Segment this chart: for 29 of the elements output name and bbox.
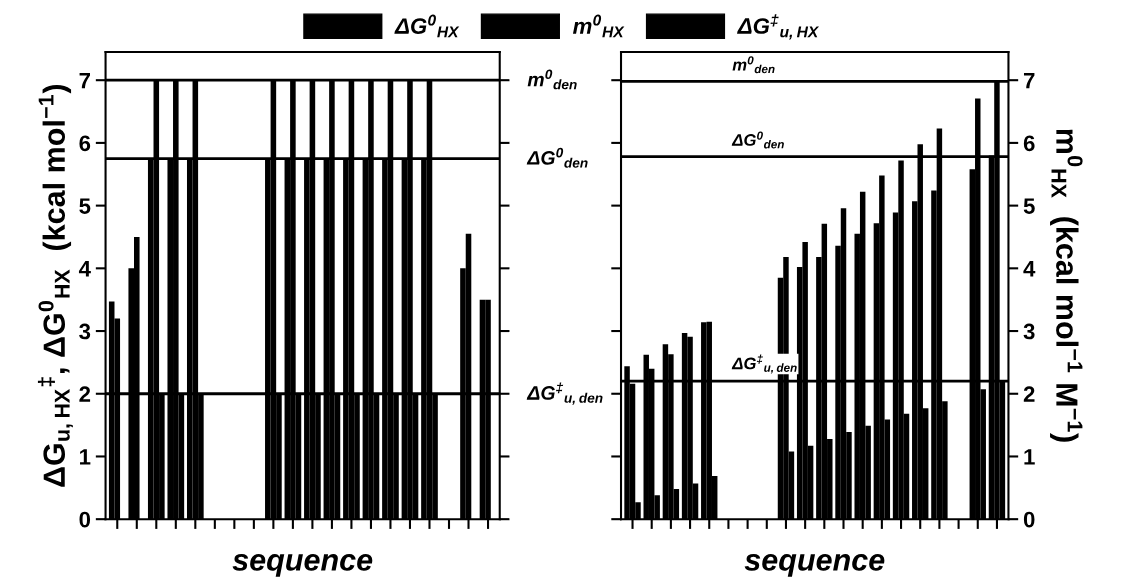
y-tick-label: 2 — [79, 386, 91, 402]
legend-label: ΔG$^{0}$$_{HX}$ — [394, 14, 460, 38]
x-axis-title: sequence — [744, 554, 885, 577]
ref-line-label: ΔG$^{‡}$$_{u,den}$ — [526, 382, 603, 405]
y2-tick-label: 0 — [1023, 511, 1035, 528]
ref-line-label: ΔG$^{‡}$$_{u,den}$ — [731, 354, 797, 374]
y2-tick-label: 7 — [1023, 72, 1035, 89]
ref-line-label: m$^{0}$$_{den}$ — [527, 69, 577, 90]
y-tick-label: 0 — [79, 511, 91, 528]
ref-line-label: ΔG$^{0}$$_{den}$ — [526, 147, 588, 168]
y2-tick-label: 1 — [1024, 449, 1035, 465]
ref-line-label: ΔG$^{0}$$_{den}$ — [731, 131, 784, 149]
y-tick-label: 3 — [79, 323, 91, 340]
y-tick-label: 4 — [78, 261, 91, 277]
y-tick-label: 6 — [79, 135, 91, 152]
y2-tick-label: 5 — [1023, 198, 1035, 214]
y2-tick-label: 4 — [1023, 261, 1036, 277]
y2-axis-title: m$^{0}$$_{HX}$ (kcal mol$^{−1}$ M$^{−1}$) — [1050, 129, 1083, 442]
text: ΔG$_{u,HX}$$^{‡}$, ΔG$^{0}$$_{HX}$ (kcal mol$^{−1}$) — [37, 84, 73, 487]
ref-line-label: m$^{0}$$_{den}$ — [732, 56, 775, 74]
y-tick-label: 7 — [79, 72, 90, 89]
y-tick-label: 1 — [80, 449, 91, 465]
x-axis-title: sequence — [232, 554, 373, 577]
legend-label: m$^{0}$$_{HX}$ — [572, 14, 625, 38]
y2-tick-label: 3 — [1023, 323, 1035, 340]
y2-tick-label: 2 — [1023, 386, 1035, 402]
y-tick-label: 5 — [79, 198, 91, 214]
legend-label: ΔG$^{‡}$$_{u,HX}$ — [737, 14, 820, 40]
y2-tick-label: 6 — [1023, 135, 1035, 152]
